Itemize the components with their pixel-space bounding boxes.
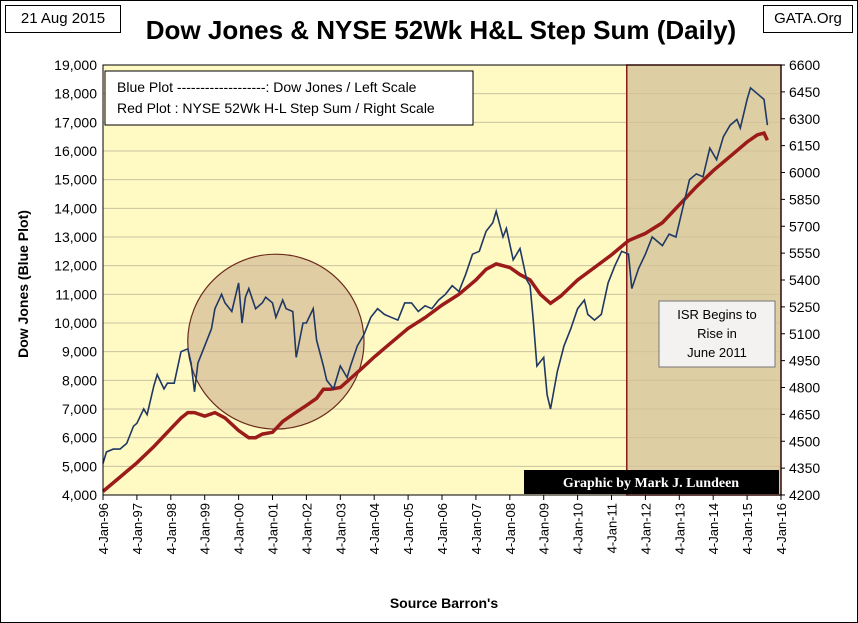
y-tick-label: 10,000 xyxy=(54,315,97,331)
x-tick-label: 4-Jan-10 xyxy=(571,503,586,554)
x-tick-label: 4-Jan-15 xyxy=(740,503,755,554)
x-tick-label: 4-Jan-97 xyxy=(130,503,145,554)
y2-tick-label: 6150 xyxy=(789,138,820,154)
series-dow-line xyxy=(102,86,769,464)
y2-tick-label: 4950 xyxy=(789,353,820,369)
x-tick-label: 4-Jan-09 xyxy=(537,503,552,554)
x-axis-ticks: 4-Jan-96 4-Jan-97 4-Jan-98 4-Jan-99 4-Jan-00… xyxy=(96,495,789,554)
y-tick-label: 8,000 xyxy=(62,372,97,388)
y-tick-label: 5,000 xyxy=(62,458,97,474)
y2-tick-label: 4350 xyxy=(789,460,820,476)
y-tick-label: 11,000 xyxy=(55,286,97,302)
x-tick-label: 4-Jan-04 xyxy=(367,503,382,554)
credit-label: Graphic by Mark J. Lundeen xyxy=(563,476,739,491)
series-step-sum-line xyxy=(101,131,769,493)
x-tick-label: 4-Jan-07 xyxy=(469,503,484,554)
highlight-circle xyxy=(187,253,365,430)
x-tick-label: 4-Jan-16 xyxy=(774,503,789,554)
credit-box: Graphic by Mark J. Lundeen xyxy=(524,470,779,494)
x-tick-label: 4-Jan-06 xyxy=(435,503,450,554)
x-tick-label: 4-Jan-99 xyxy=(198,503,213,554)
x-tick-label: 4-Jan-11 xyxy=(605,503,620,553)
y2-tick-label: 6450 xyxy=(789,84,820,100)
y2-tick-label: 4200 xyxy=(789,487,820,503)
right-axis-ticks: 4200 4350 4500 4650 4800 4950 5100 5250 5400 5550… xyxy=(781,57,820,503)
highlight-region xyxy=(626,64,782,496)
legend-box: Blue Plot -------------------: Dow Jones… xyxy=(104,70,474,126)
x-tick-label: 4-Jan-01 xyxy=(266,503,281,554)
legend-line-dow: Blue Plot -------------------: Dow Jones… xyxy=(117,79,417,95)
left-axis-ticks: 4,000 5,000 6,000 7,000 8,000 9,000 10,000 11,0… xyxy=(54,57,97,503)
x-tick-label: 4-Jan-08 xyxy=(503,503,518,554)
y2-tick-label: 5550 xyxy=(789,245,820,261)
y2-tick-label: 5850 xyxy=(789,191,820,207)
y-tick-label: 13,000 xyxy=(54,229,97,245)
y2-tick-label: 6600 xyxy=(789,57,820,73)
annotation-line-2: Rise in xyxy=(697,326,737,341)
y-axis-label: Dow Jones (Blue Plot) xyxy=(15,210,31,358)
y-tick-label: 17,000 xyxy=(54,114,97,130)
x-tick-label: 4-Jan-14 xyxy=(706,503,721,554)
x-tick-label: 4-Jan-05 xyxy=(401,503,416,554)
y2-tick-label: 6300 xyxy=(789,111,820,127)
y-tick-label: 6,000 xyxy=(62,430,97,446)
annotation-line-1: ISR Begins to xyxy=(677,307,757,322)
y-tick-label: 4,000 xyxy=(62,487,97,503)
y2-tick-label: 5250 xyxy=(789,299,820,315)
annotation-box: ISR Begins to Rise in June 2011 xyxy=(658,300,776,368)
y2-tick-label: 4500 xyxy=(789,433,820,449)
y-tick-label: 16,000 xyxy=(54,143,97,159)
y-tick-label: 12,000 xyxy=(54,258,97,274)
x-tick-label: 4-Jan-12 xyxy=(638,503,653,554)
x-tick-label: 4-Jan-98 xyxy=(164,503,179,554)
y2-tick-label: 6000 xyxy=(789,165,820,181)
legend-line-step: Red Plot : NYSE 52Wk H-L Step Sum / Righ… xyxy=(117,100,435,116)
x-tick-label: 4-Jan-02 xyxy=(299,503,314,554)
y-tick-label: 18,000 xyxy=(54,86,97,102)
x-tick-label: 4-Jan-13 xyxy=(672,503,687,554)
y2-tick-label: 4650 xyxy=(789,406,820,422)
x-tick-label: 4-Jan-96 xyxy=(96,503,111,554)
y-tick-label: 9,000 xyxy=(62,344,97,360)
annotation-line-3: June 2011 xyxy=(687,345,747,360)
y2-tick-label: 4800 xyxy=(789,380,820,396)
y2-tick-label: 5400 xyxy=(789,272,820,288)
source-label: GATA.Org xyxy=(763,5,853,33)
y2-tick-label: 5100 xyxy=(789,326,820,342)
x-tick-label: 4-Jan-00 xyxy=(232,503,247,554)
date-label: 21 Aug 2015 xyxy=(5,5,121,33)
y-tick-label: 14,000 xyxy=(54,200,97,216)
x-tick-label: 4-Jan-03 xyxy=(333,503,348,554)
plot-border xyxy=(102,64,782,496)
chart-title: Dow Jones & NYSE 52Wk H&L Step Sum (Dail… xyxy=(145,15,737,45)
x-axis-label: Source Barron's xyxy=(390,595,499,611)
y-tick-label: 15,000 xyxy=(54,172,97,188)
y-tick-label: 7,000 xyxy=(62,401,97,417)
y-tick-label: 19,000 xyxy=(54,57,97,73)
y2-tick-label: 5700 xyxy=(789,218,820,234)
